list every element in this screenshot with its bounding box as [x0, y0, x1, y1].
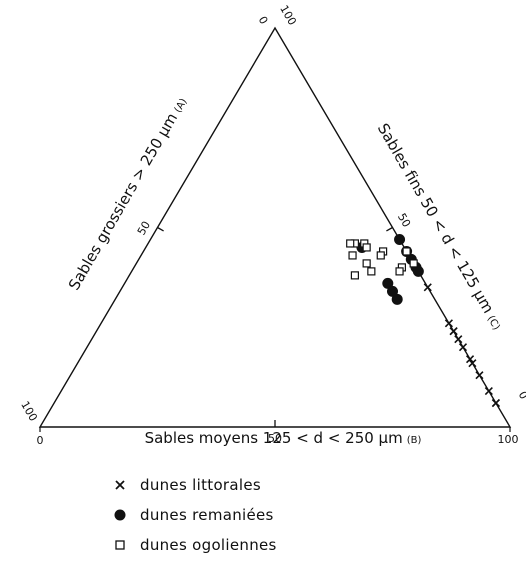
x-point [475, 371, 484, 380]
x-point [458, 343, 468, 352]
cross-marker-icon [115, 480, 125, 490]
filled-circle-point [391, 293, 403, 305]
open-square-marker-icon [115, 540, 125, 550]
open-square-point [350, 271, 359, 280]
filled-circle-point [387, 285, 398, 297]
axis-titles: Sables grossiers > 250 µm(A) Sables fins… [65, 94, 502, 447]
tick-label-a-50: 50 [135, 219, 153, 238]
open-square-point [395, 267, 404, 276]
legend: dunes littorales dunes remaniées dunes o… [112, 470, 277, 560]
open-square-point [348, 251, 357, 260]
legend-item-remaniees: dunes remaniées [112, 500, 277, 530]
legend-label: dunes ogoliennes [140, 536, 277, 554]
x-point [484, 387, 493, 396]
open-square-point [367, 267, 376, 276]
x-point [454, 335, 463, 344]
tick-label-c-0: 0 [516, 389, 526, 402]
tick-label-b-100: 100 [498, 433, 519, 446]
tick-mid-right [386, 226, 393, 232]
x-point [444, 319, 453, 328]
tick-label-b-50: 50 [268, 432, 282, 445]
tick-label-a-100: 100 [18, 399, 40, 424]
open-square-point [402, 247, 411, 256]
legend-item-ogoliennes: dunes ogoliennes [112, 530, 277, 560]
data-points [346, 233, 500, 408]
open-square-point [409, 259, 418, 268]
filled-circle-point [394, 233, 406, 245]
open-square-point [376, 251, 385, 260]
filled-circle-marker-icon [114, 509, 126, 521]
legend-item-littorales: dunes littorales [112, 470, 277, 500]
axis-title-a: Sables grossiers > 250 µm(A) [65, 94, 191, 294]
open-square-point [362, 243, 371, 252]
x-point [423, 283, 432, 292]
filled-circle-point [382, 277, 394, 289]
filled-circle-point [412, 265, 424, 277]
legend-label: dunes littorales [140, 476, 261, 494]
tick-label-c-100: 100 [277, 3, 299, 28]
series-open-square [346, 239, 418, 280]
x-point [465, 355, 475, 364]
legend-label: dunes remaniées [140, 506, 274, 524]
tick-mid-left [157, 226, 164, 232]
tick-label-c-50: 50 [395, 211, 413, 230]
x-point [491, 398, 500, 408]
tick-marks [39, 226, 511, 432]
axis-title-b: Sables moyens 125 < d < 250 µm (B) [145, 429, 422, 447]
tick-label-b-0: 0 [37, 434, 44, 447]
tick-label-a-0: 0 [256, 14, 271, 27]
x-point [468, 359, 477, 368]
open-square-point [346, 239, 355, 248]
x-point [449, 327, 458, 336]
open-square-point [362, 259, 371, 268]
